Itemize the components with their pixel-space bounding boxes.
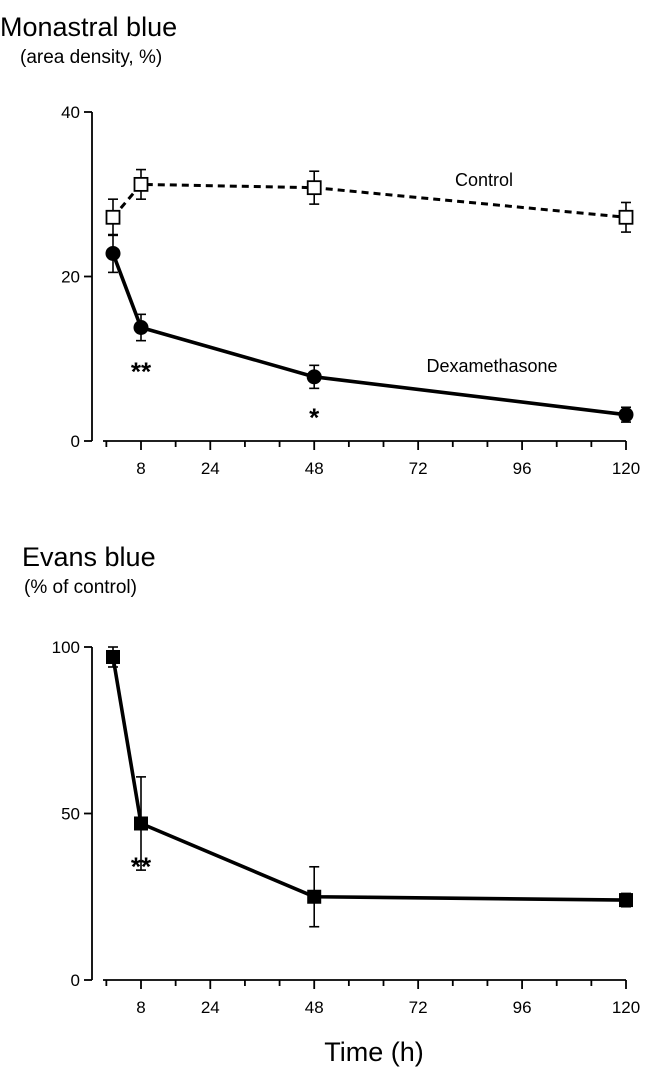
top-significance-marker: ** [131, 357, 152, 387]
bottom-x-tick-label: 96 [513, 998, 532, 1017]
bottom-chart-ylabel: (% of control) [24, 577, 137, 598]
bottom-x-tick-label: 72 [409, 998, 428, 1017]
bottom-data-point [307, 889, 322, 904]
top-x-tick-label: 72 [409, 459, 428, 478]
top-x-tick-label: 48 [305, 459, 324, 478]
top-data-point [133, 319, 149, 335]
top-x-tick-label: 120 [612, 459, 640, 478]
top-chart-title: Monastral blue [0, 12, 177, 42]
x-axis-label: Time (h) [324, 1037, 424, 1067]
top-data-point [105, 245, 121, 261]
top-series-label: Control [455, 170, 513, 190]
bottom-y-tick-label: 100 [52, 638, 80, 657]
bottom-significance-marker: ** [131, 851, 152, 881]
bottom-y-tick-label: 50 [61, 805, 80, 824]
top-data-point [306, 180, 322, 196]
bottom-x-tick-label: 24 [201, 998, 220, 1017]
bottom-data-point [619, 893, 633, 908]
top-significance-marker: * [309, 403, 320, 433]
top-x-tick-label: 8 [136, 459, 145, 478]
bottom-data-point [106, 649, 120, 664]
top-series-line [111, 252, 627, 417]
bottom-series-line [111, 656, 627, 902]
top-series-label: Dexamethasone [426, 356, 557, 376]
bottom-chart-plot: 0 50 100 8 24 48 72 96 120 ** [52, 638, 641, 1017]
top-data-point [306, 369, 322, 385]
bottom-y-tick-label: 0 [71, 971, 80, 990]
top-chart-ylabel: (area density, %) [20, 47, 162, 68]
top-y-tick-label: 0 [71, 432, 80, 451]
bottom-x-tick-label: 8 [136, 998, 145, 1017]
top-data-point [133, 176, 149, 192]
bottom-x-tick-label: 48 [305, 998, 324, 1017]
top-x-tick-label: 96 [513, 459, 532, 478]
top-x-tick-label: 24 [201, 459, 220, 478]
bottom-data-point [134, 816, 148, 831]
top-data-point [618, 407, 634, 423]
top-y-tick-label: 20 [61, 268, 80, 287]
top-data-point [618, 209, 634, 225]
top-series-line [111, 182, 627, 219]
bottom-chart-title: Evans blue [22, 542, 156, 572]
top-y-tick-label: 40 [61, 103, 80, 122]
bottom-x-tick-label: 120 [612, 998, 640, 1017]
top-data-point [105, 209, 121, 225]
